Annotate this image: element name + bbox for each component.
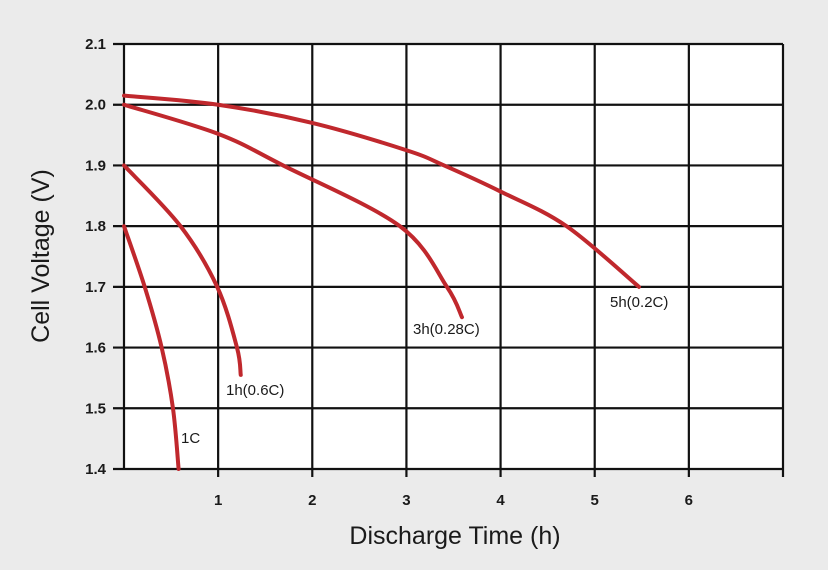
y-tick-label: 1.5 [85, 400, 106, 417]
x-tick-label: 2 [308, 492, 316, 509]
y-tick-label: 1.8 [85, 218, 106, 235]
plot-area [124, 44, 783, 469]
series-line-3 [122, 93, 641, 289]
y-tick-label: 1.7 [85, 279, 106, 296]
series-line-0 [122, 224, 181, 471]
series-label-3h: 3h(0.28C) [413, 321, 480, 338]
x-axis-title: Discharge Time (h) [349, 522, 560, 550]
x-tick-labels: 1 2 3 4 5 6 [214, 492, 693, 509]
series-line-2 [122, 102, 464, 320]
x-tick-label: 6 [685, 492, 693, 509]
y-tick-label: 1.4 [85, 461, 107, 478]
y-tick-label: 2.0 [85, 97, 106, 114]
x-tick-label: 4 [496, 492, 505, 509]
x-tick-label: 5 [591, 492, 599, 509]
series-label-1c: 1C [181, 430, 200, 447]
x-tick-label: 1 [214, 492, 222, 509]
series-label-1h: 1h(0.6C) [226, 382, 284, 399]
y-tick-label: 2.1 [85, 36, 106, 53]
series-line-1 [122, 163, 243, 377]
y-axis-title: Cell Voltage (V) [27, 169, 55, 343]
series-lines [122, 93, 641, 471]
y-tick-label: 1.6 [85, 340, 106, 357]
x-tick-label: 3 [402, 492, 410, 509]
y-tick-label: 1.9 [85, 157, 106, 174]
series-label-5h: 5h(0.2C) [610, 294, 668, 311]
y-tick-labels: 1.4 1.5 1.6 1.7 1.8 1.9 2.0 2.1 [85, 36, 107, 478]
